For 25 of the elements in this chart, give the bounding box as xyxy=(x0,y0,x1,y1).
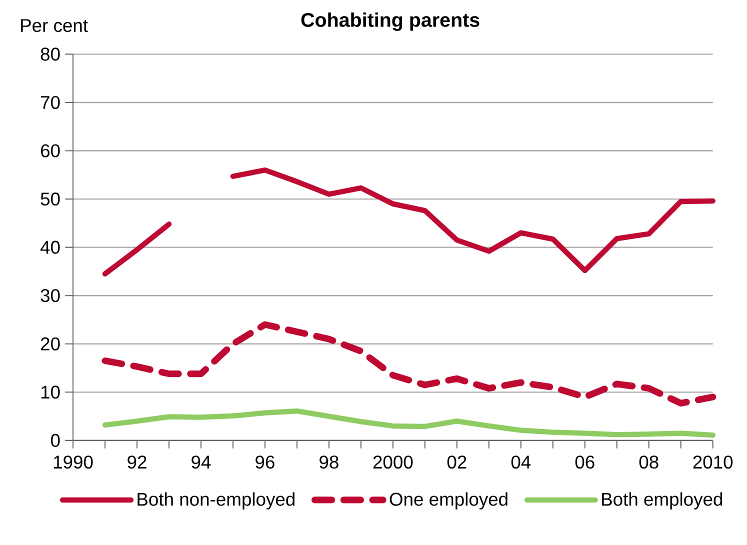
x-tick-label: 92 xyxy=(128,456,146,469)
y-tick-label: 80 xyxy=(40,48,60,61)
y-tick-label: 0 xyxy=(51,434,60,448)
y-axis-title: Per cent xyxy=(21,19,88,32)
chart-title: Cohabiting parents xyxy=(301,12,480,31)
legend-label: Both non-employed xyxy=(138,492,294,510)
legend-label: One employed xyxy=(390,492,508,510)
x-tick-label: 06 xyxy=(575,456,594,469)
x-tick-label: 08 xyxy=(639,456,658,469)
y-tick-label: 70 xyxy=(41,96,60,110)
x-tick-label: 2000 xyxy=(373,456,413,469)
x-tick-label: 04 xyxy=(511,456,531,469)
x-tick-label: 2010 xyxy=(693,456,733,469)
x-tick-label: 98 xyxy=(320,456,338,469)
y-tick-label: 20 xyxy=(40,337,60,350)
legend-label: Both employed xyxy=(602,492,722,510)
y-tick-label: 50 xyxy=(40,192,60,206)
x-tick-label: 02 xyxy=(447,456,466,469)
y-tick-label: 40 xyxy=(40,240,60,254)
x-tick-label: 94 xyxy=(192,456,211,469)
y-tick-label: 10 xyxy=(41,386,60,399)
x-tick-label: 1990 xyxy=(54,456,93,469)
x-tick-label: 96 xyxy=(256,456,274,469)
y-tick-label: 30 xyxy=(40,289,60,302)
y-tick-label: 60 xyxy=(40,144,60,158)
